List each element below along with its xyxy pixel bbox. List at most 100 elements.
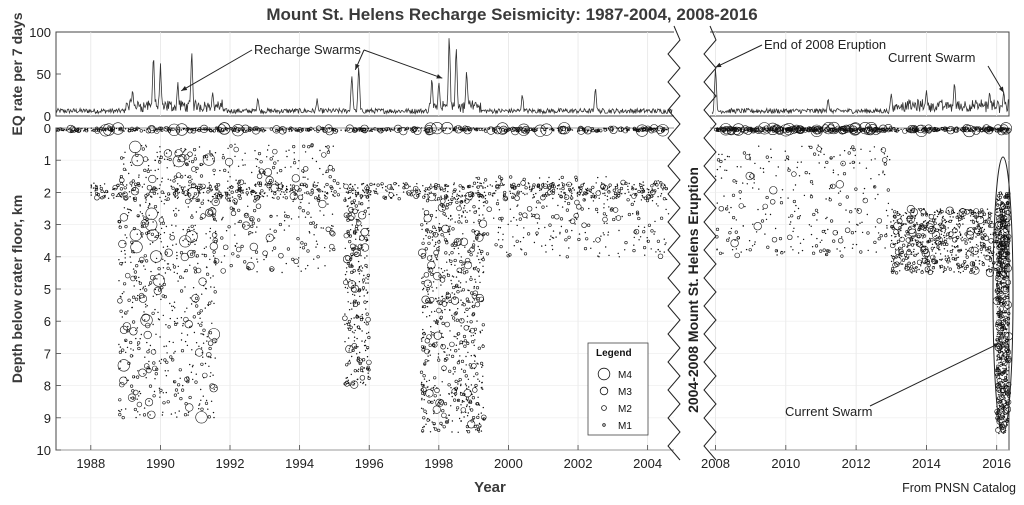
quake-point: [653, 127, 655, 130]
quake-point: [469, 408, 471, 410]
quake-point: [486, 185, 489, 187]
quake-point: [139, 205, 141, 207]
quake-point: [938, 129, 940, 131]
quake-point: [466, 430, 468, 432]
quake-point: [312, 128, 315, 130]
quake-point: [747, 128, 749, 131]
quake-point: [284, 166, 286, 169]
quake-point: [123, 291, 125, 293]
quake-point: [352, 287, 354, 289]
quake-point: [528, 127, 532, 131]
quake-point: [528, 183, 530, 185]
quake-point: [181, 332, 183, 334]
quake-point: [158, 159, 160, 162]
quake-point: [218, 122, 231, 135]
quake-point: [149, 204, 151, 206]
quake-point: [361, 130, 363, 132]
quake-point: [638, 239, 640, 241]
quake-point: [471, 363, 477, 369]
quake-point: [787, 168, 791, 172]
quake-point: [165, 391, 167, 394]
quake-point: [584, 129, 589, 133]
quake-point: [184, 340, 187, 343]
quake-point: [124, 234, 126, 236]
quake-point: [929, 237, 931, 240]
quake-point: [180, 175, 184, 179]
quake-point: [365, 277, 367, 279]
quake-point: [850, 147, 852, 150]
quake-point: [133, 252, 135, 254]
quake-point: [659, 216, 664, 220]
quake-point: [264, 184, 266, 186]
quake-point: [210, 400, 213, 402]
quake-point: [909, 262, 911, 264]
quake-point: [362, 282, 364, 284]
quake-point: [182, 277, 184, 279]
quake-point: [253, 195, 256, 197]
quake-point: [476, 415, 480, 420]
quake-point: [423, 426, 425, 428]
quake-point: [768, 160, 770, 163]
quake-point: [331, 225, 333, 227]
quake-point: [315, 240, 318, 242]
quake-point: [191, 160, 195, 164]
quake-point: [633, 200, 636, 203]
quake-point: [433, 185, 436, 188]
quake-point: [466, 341, 469, 343]
quake-point: [594, 207, 599, 211]
quake-point: [203, 247, 206, 250]
quake-point: [177, 392, 179, 394]
quake-point: [870, 159, 873, 161]
quake-point: [544, 226, 546, 229]
quake-point: [733, 128, 735, 130]
quake-point: [214, 199, 218, 203]
quake-point: [248, 128, 252, 132]
quake-point: [426, 128, 430, 132]
quake-point: [175, 322, 177, 324]
quake-point: [269, 228, 271, 230]
quake-point: [655, 251, 657, 253]
quake-point: [309, 192, 313, 196]
quake-point: [465, 270, 469, 274]
quake-point: [237, 130, 239, 132]
quake-point: [212, 130, 214, 132]
quake-point: [336, 181, 340, 185]
quake-point: [814, 244, 819, 248]
quake-point: [154, 378, 156, 380]
quake-point: [574, 223, 576, 225]
quake-point: [484, 198, 487, 200]
quake-point: [148, 400, 150, 402]
quake-point: [931, 243, 934, 245]
quake-point: [469, 301, 471, 303]
quake-point: [667, 213, 670, 215]
quake-point: [478, 258, 480, 261]
quake-point: [810, 225, 812, 227]
quake-point: [263, 258, 265, 261]
quake-point: [583, 247, 588, 251]
quake-point: [416, 127, 419, 130]
quake-point: [783, 251, 786, 253]
quake-point: [762, 203, 768, 210]
quake-point: [633, 184, 635, 186]
quake-point: [360, 243, 370, 252]
quake-point: [852, 148, 856, 152]
quake-point: [437, 233, 439, 236]
quake-point: [554, 214, 560, 220]
quake-point: [637, 129, 641, 133]
quake-point: [456, 267, 462, 273]
quake-point: [816, 237, 818, 240]
quake-point: [352, 192, 354, 195]
quake-point: [478, 199, 480, 202]
quake-point: [450, 296, 460, 305]
quake-point: [889, 159, 891, 161]
quake-point: [718, 206, 724, 212]
quake-point: [800, 161, 802, 163]
quake-point: [833, 156, 835, 158]
quake-point: [306, 127, 310, 132]
quake-point: [587, 223, 591, 227]
quake-point: [742, 182, 744, 184]
quake-point: [129, 196, 131, 198]
quake-point: [319, 167, 321, 170]
quake-point: [568, 220, 570, 222]
